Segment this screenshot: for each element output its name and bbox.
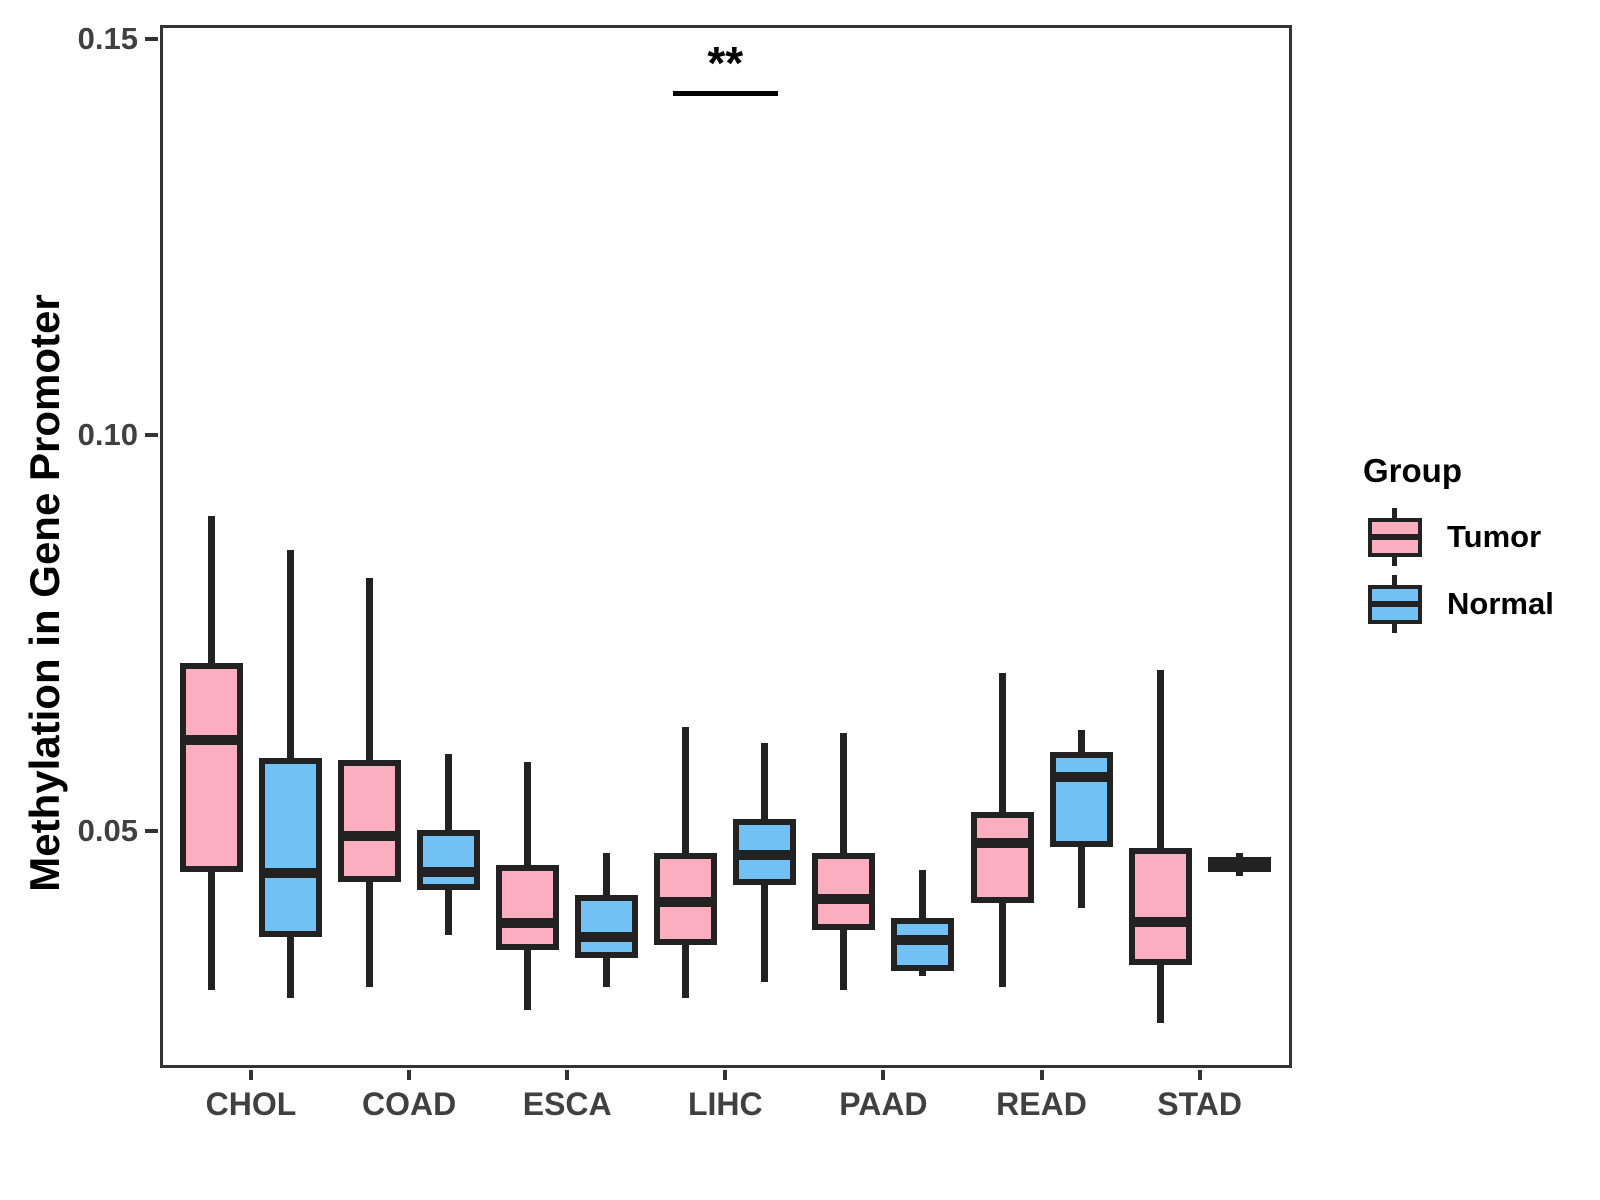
legend-key-normal: [1368, 575, 1422, 633]
y-axis-title: Methylation in Gene Promoter: [21, 294, 68, 892]
box-COAD-tumor: [338, 759, 402, 882]
legend-label-tumor: Tumor: [1447, 519, 1542, 554]
x-axis-label: CHOL: [205, 1086, 297, 1122]
box-median-CHOL-tumor: [180, 735, 243, 746]
y-tick-label: 0.15: [77, 21, 138, 57]
y-tick-label: 0.10: [77, 417, 138, 453]
box-median-PAAD-tumor: [812, 893, 876, 904]
plot-panel: [160, 25, 1292, 1068]
y-tick-mark: [145, 829, 158, 834]
x-axis-label: PAAD: [839, 1086, 928, 1122]
significance-label: **: [707, 36, 744, 89]
box-median-ESCA-tumor: [496, 918, 560, 929]
box-ESCA-normal: [575, 895, 639, 958]
box-PAAD-tumor: [812, 852, 876, 931]
x-tick-mark: [249, 1070, 253, 1080]
box-median-STAD-tumor: [1128, 917, 1192, 928]
legend-title: Group: [1363, 452, 1462, 489]
box-COAD-normal: [417, 830, 481, 890]
box-median-LIHC-tumor: [654, 897, 718, 908]
y-tick-label: 0.05: [77, 813, 138, 849]
box-READ-normal: [1049, 752, 1113, 848]
y-tick-mark: [145, 37, 158, 42]
box-median-LIHC-normal: [733, 849, 797, 860]
x-axis-label: READ: [996, 1086, 1087, 1122]
box-median-STAD-normal: [1207, 859, 1271, 870]
box-median-COAD-tumor: [338, 830, 402, 841]
box-STAD-tumor: [1128, 847, 1192, 966]
x-tick-mark: [407, 1070, 412, 1080]
box-median-CHOL-normal: [259, 868, 322, 879]
x-axis-label: STAD: [1157, 1086, 1242, 1122]
x-tick-mark: [565, 1070, 570, 1080]
significance-bar: [672, 90, 778, 96]
box-CHOL-tumor: [180, 662, 243, 872]
x-tick-mark: [1197, 1070, 1202, 1080]
box-whisker-STAD-tumor: [1156, 670, 1164, 1023]
x-axis-label: LIHC: [687, 1086, 763, 1122]
x-tick-mark: [881, 1070, 886, 1080]
legend-key-tumor: [1368, 508, 1422, 566]
box-median-PAAD-normal: [891, 935, 955, 946]
box-READ-tumor: [970, 812, 1034, 904]
box-median-READ-normal: [1049, 772, 1113, 783]
legend-label-normal: Normal: [1447, 586, 1554, 621]
x-axis-label: ESCA: [522, 1086, 612, 1122]
box-CHOL-normal: [259, 757, 322, 938]
x-tick-mark: [723, 1070, 728, 1080]
box-median-READ-tumor: [970, 838, 1034, 849]
legend-key-median: [1368, 534, 1422, 540]
box-median-ESCA-normal: [575, 932, 639, 943]
box-ESCA-tumor: [496, 865, 560, 950]
y-tick-mark: [145, 433, 158, 438]
x-axis-label: COAD: [361, 1086, 457, 1122]
x-tick-mark: [1039, 1070, 1044, 1080]
legend-key-median: [1368, 601, 1422, 607]
box-median-COAD-normal: [417, 867, 481, 878]
